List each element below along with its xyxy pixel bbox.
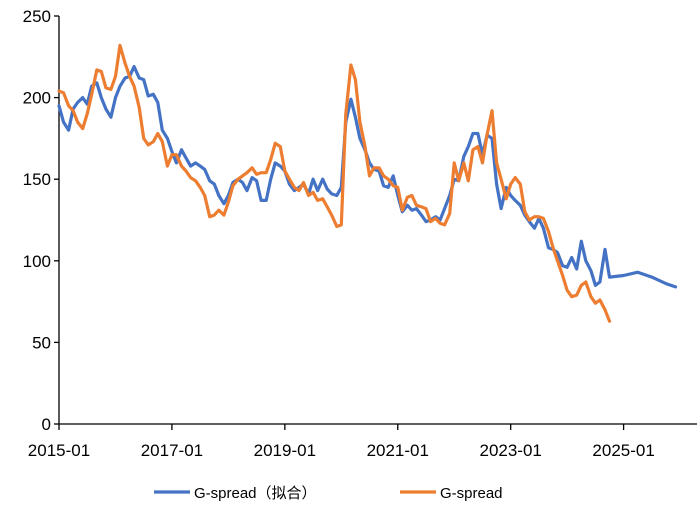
x-tick-label: 2021-01 — [367, 441, 429, 460]
series-lines — [57, 43, 678, 323]
y-tick-label: 250 — [23, 7, 51, 26]
x-tick-label: 2025-01 — [592, 441, 654, 460]
y-tick-label: 50 — [32, 333, 51, 352]
x-tick-label: 2023-01 — [479, 441, 541, 460]
legend-item-g-spread: G-spread — [400, 485, 503, 502]
series-line-g-spread — [57, 43, 612, 323]
y-axis: 0 50 100 150 200 250 — [23, 7, 60, 434]
x-tick-label: 2015-01 — [28, 441, 90, 460]
x-tick-label: 2019-01 — [254, 441, 316, 460]
y-tick-label: 0 — [42, 415, 51, 434]
y-tick-label: 100 — [23, 252, 51, 271]
legend-label: G-spread（拟合） — [194, 485, 317, 502]
y-tick-label: 200 — [23, 89, 51, 108]
legend-label: G-spread — [440, 485, 503, 502]
legend-item-g-spread-fitted: G-spread（拟合） — [154, 485, 317, 502]
x-tick-label: 2017-01 — [141, 441, 203, 460]
y-tick-label: 150 — [23, 170, 51, 189]
legend: G-spread（拟合） G-spread — [154, 485, 503, 502]
x-axis: 2015-01 2017-01 2019-01 2021-01 2023-01 2025-… — [28, 423, 697, 460]
series-line-g-spread-fitted — [57, 65, 678, 289]
